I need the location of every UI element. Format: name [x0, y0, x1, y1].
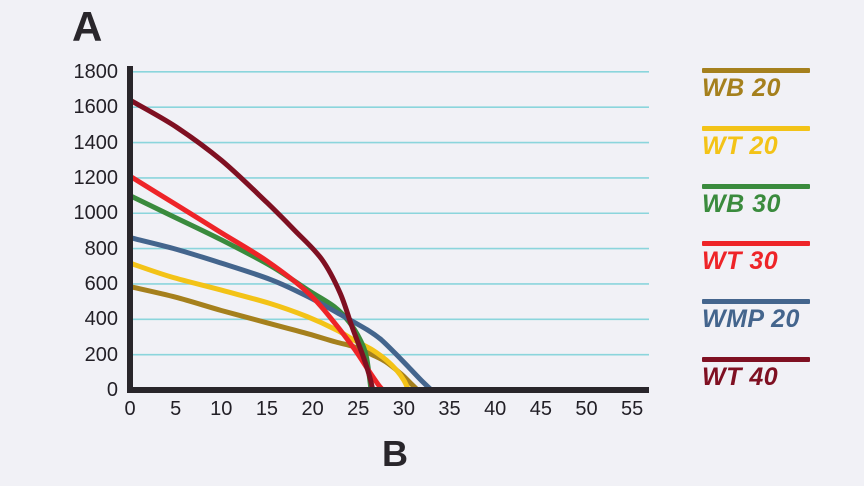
x-tick-label: 25 — [347, 398, 370, 420]
legend-item-wt-40: WT 40 — [702, 357, 852, 392]
y-axis-title: A — [72, 3, 103, 50]
x-tick-label: 5 — [170, 398, 182, 420]
legend-label: WMP 20 — [702, 305, 800, 334]
legend-label: WB 20 — [702, 74, 781, 102]
y-tick-label: 1400 — [73, 131, 119, 154]
x-tick-label: 0 — [124, 398, 136, 420]
x-tick-label: 50 — [575, 398, 598, 420]
legend-item-wt-20: WT 20 — [702, 125, 852, 161]
legend-item-wb-20: WB 20 — [702, 68, 852, 103]
y-tick-label: 200 — [84, 343, 118, 366]
y-axis — [127, 66, 133, 393]
x-tick-label: 40 — [484, 398, 507, 420]
curve-wt-40 — [127, 97, 376, 393]
legend-item-wt-30: WT 30 — [702, 241, 852, 276]
legend-color-bar — [702, 68, 810, 73]
legend-label: WT 40 — [702, 363, 779, 391]
y-tick-label: 400 — [84, 308, 118, 331]
x-tick-label: 20 — [301, 398, 324, 420]
curve-wt-30 — [127, 173, 386, 393]
legend-color-bar — [702, 299, 810, 305]
legend-item-wb-30: WB 30 — [702, 183, 852, 219]
legend-label: WT 20 — [702, 131, 779, 160]
legend-label: WB 30 — [702, 189, 781, 218]
y-tick-label: 1200 — [73, 166, 119, 189]
legend-color-bar — [702, 357, 810, 362]
x-tick-label: 45 — [529, 398, 552, 420]
curve-wb-30 — [127, 193, 374, 393]
y-tick-label: 1600 — [73, 96, 119, 119]
x-tick-label: 30 — [392, 398, 416, 420]
x-tick-label: 10 — [210, 398, 233, 420]
x-axis-title: B — [382, 433, 408, 474]
x-tick-label: 55 — [621, 398, 644, 420]
legend: WB 20 WT 20 WB 30 WT 30 WMP 20 WT 40 — [702, 0, 852, 486]
y-tick-label: 600 — [84, 272, 118, 295]
x-axis — [127, 387, 649, 393]
y-tick-label: 800 — [84, 237, 118, 260]
x-tick-label: 15 — [255, 398, 279, 420]
curve-wmp-20 — [127, 235, 434, 393]
legend-color-bar — [702, 183, 810, 189]
y-tick-label: 0 — [106, 379, 118, 401]
y-tick-label: 1000 — [73, 202, 119, 225]
legend-color-bar — [702, 125, 810, 131]
y-tick-label: 1800 — [73, 60, 119, 83]
legend-label: WT 30 — [702, 247, 779, 276]
x-tick-label: 35 — [438, 398, 461, 420]
legend-color-bar — [702, 241, 810, 247]
legend-item-wmp-20: WMP 20 — [702, 299, 852, 334]
